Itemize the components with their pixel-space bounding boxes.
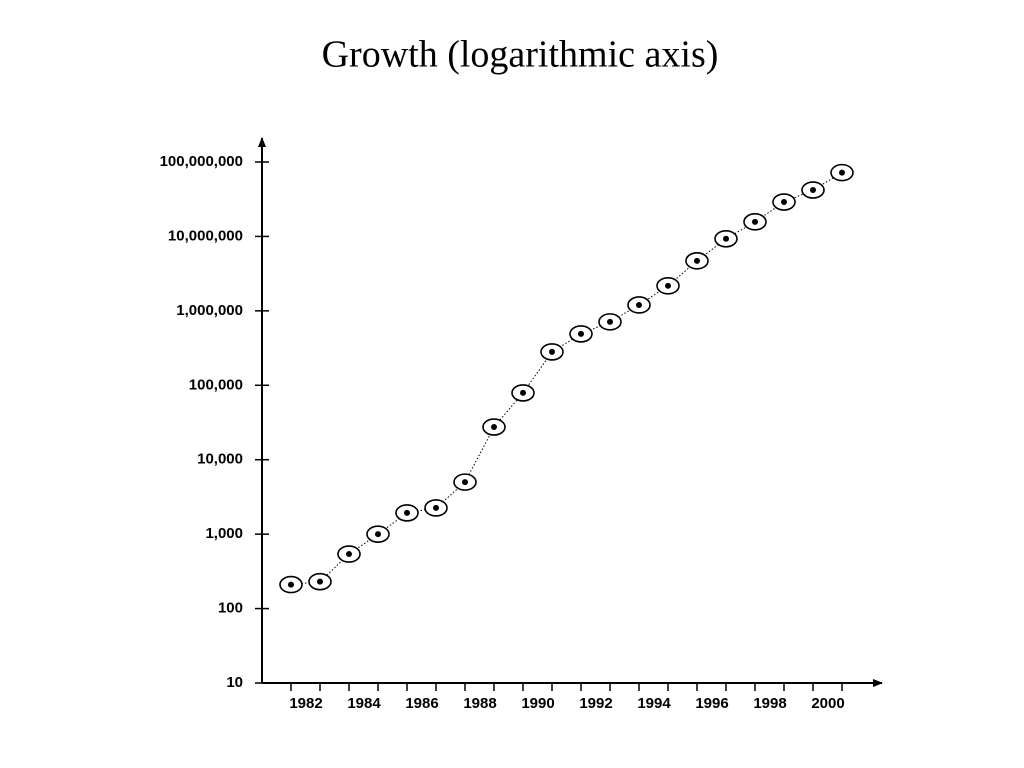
x-tick-label: 1994 <box>637 695 671 712</box>
connecting-line <box>290 172 843 586</box>
marker-dot <box>375 531 381 538</box>
marker-dot <box>752 218 758 225</box>
marker-dot <box>288 581 294 588</box>
marker-dot <box>462 479 468 486</box>
marker-dot <box>549 348 555 355</box>
marker-dot <box>665 282 671 289</box>
y-tick-label: 100,000 <box>189 376 243 393</box>
y-tick-label: 1,000,000 <box>176 302 243 319</box>
marker-dot <box>723 235 729 242</box>
x-tick-label: 1990 <box>521 695 554 712</box>
marker-dot <box>810 187 816 194</box>
marker-dot <box>781 199 787 206</box>
marker-dot <box>404 509 410 516</box>
y-tick-label: 10,000,000 <box>168 227 243 244</box>
y-tick-label: 100,000,000 <box>160 153 243 170</box>
x-tick-label: 1988 <box>463 695 496 712</box>
marker-dot <box>607 318 613 325</box>
x-tick-label: 1998 <box>753 695 786 712</box>
marker-dot <box>317 578 323 585</box>
chart-title: Growth (logarithmic axis) <box>322 34 719 76</box>
marker-dot <box>694 257 700 264</box>
x-tick-label: 1982 <box>289 695 322 712</box>
marker-dot <box>839 169 845 176</box>
x-tick-label: 1984 <box>347 695 381 712</box>
x-tick-label: 2000 <box>811 695 844 712</box>
x-tick-label: 1986 <box>405 695 438 712</box>
marker-dot <box>346 551 352 558</box>
marker-dot <box>520 389 526 396</box>
x-tick-label: 1996 <box>695 695 728 712</box>
y-tick-label: 100 <box>218 600 243 617</box>
y-tick-label: 10,000 <box>197 451 243 468</box>
x-tick-label: 1992 <box>579 695 612 712</box>
y-tick-label: 10 <box>226 674 243 691</box>
marker-dot <box>578 330 584 337</box>
y-tick-label: 1,000 <box>205 525 243 542</box>
marker-dot <box>491 424 497 431</box>
marker-dot <box>433 504 439 511</box>
marker-dot <box>636 301 642 308</box>
